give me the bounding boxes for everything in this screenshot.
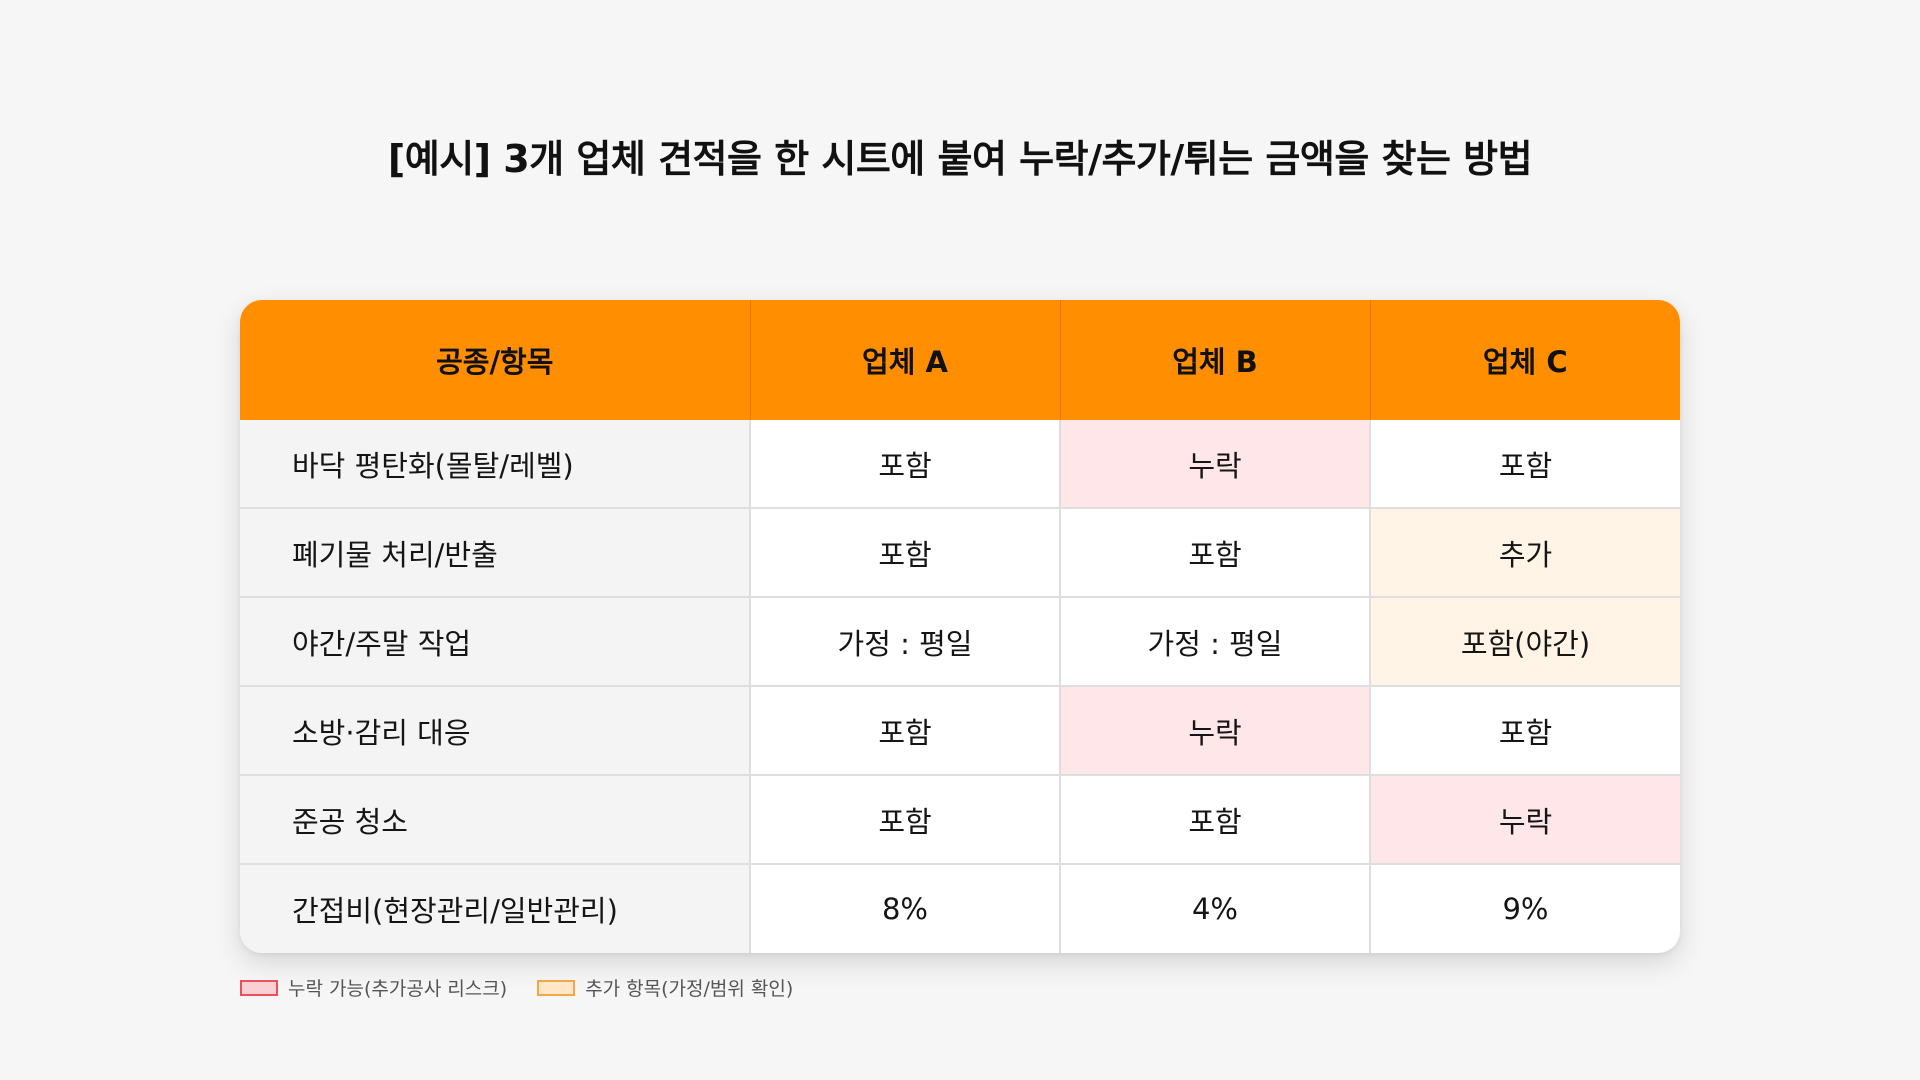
header-vendor-b: 업체 B [1059, 300, 1370, 420]
cell-vendor-a: 포함 [749, 685, 1060, 775]
cell-vendor-c: 추가 [1369, 507, 1680, 597]
legend-swatch-extra [537, 979, 576, 996]
cell-vendor-b: 누락 [1059, 420, 1370, 508]
legend-item-extra: 추가 항목(가정/범위 확인) [537, 974, 793, 1001]
cell-vendor-b: 포함 [1059, 774, 1370, 864]
row-item-label: 폐기물 처리/반출 [240, 507, 750, 597]
header-vendor-a: 업체 A [749, 300, 1060, 420]
comparison-table: 공종/항목 업체 A 업체 B 업체 C 바닥 평탄화(몰탈/레벨) 포함 누락… [240, 300, 1680, 953]
legend-swatch-missing [240, 979, 278, 996]
legend-label-extra: 추가 항목(가정/범위 확인) [585, 978, 794, 1000]
page-title: [예시] 3개 업체 견적을 한 시트에 붙여 누락/추가/튀는 금액을 찾는 … [387, 137, 1533, 181]
header-item: 공종/항목 [240, 300, 750, 420]
table-row: 야간/주말 작업 가정 : 평일 가정 : 평일 포함(야간) [240, 596, 1680, 686]
table-row: 소방·감리 대응 포함 누락 포함 [240, 685, 1680, 775]
cell-vendor-a: 가정 : 평일 [749, 596, 1060, 686]
table-header-row: 공종/항목 업체 A 업체 B 업체 C [240, 300, 1680, 420]
row-item-label: 야간/주말 작업 [240, 596, 750, 686]
cell-vendor-a: 포함 [749, 774, 1060, 864]
cell-vendor-b: 포함 [1059, 507, 1370, 597]
row-item-label: 소방·감리 대응 [240, 685, 750, 775]
row-item-label: 준공 청소 [240, 774, 750, 864]
row-item-label: 바닥 평탄화(몰탈/레벨) [240, 420, 750, 508]
table-row: 간접비(현장관리/일반관리) 8% 4% 9% [240, 863, 1680, 953]
cell-vendor-c: 누락 [1369, 774, 1680, 864]
cell-vendor-c: 9% [1369, 863, 1680, 953]
cell-vendor-a: 포함 [749, 507, 1060, 597]
table-row: 바닥 평탄화(몰탈/레벨) 포함 누락 포함 [240, 420, 1680, 508]
cell-vendor-b: 가정 : 평일 [1059, 596, 1370, 686]
cell-vendor-a: 포함 [749, 420, 1060, 508]
legend: 누락 가능(추가공사 리스크) 추가 항목(가정/범위 확인) [240, 974, 823, 1001]
row-item-label: 간접비(현장관리/일반관리) [240, 863, 750, 953]
legend-label-missing: 누락 가능(추가공사 리스크) [288, 978, 508, 1000]
table-row: 준공 청소 포함 포함 누락 [240, 774, 1680, 864]
cell-vendor-c: 포함 [1369, 685, 1680, 775]
cell-vendor-c: 포함(야간) [1369, 596, 1680, 686]
legend-item-missing: 누락 가능(추가공사 리스크) [240, 974, 507, 1001]
cell-vendor-b: 누락 [1059, 685, 1370, 775]
header-vendor-c: 업체 C [1369, 300, 1680, 420]
cell-vendor-a: 8% [749, 863, 1060, 953]
cell-vendor-c: 포함 [1369, 420, 1680, 508]
table-row: 폐기물 처리/반출 포함 포함 추가 [240, 507, 1680, 597]
cell-vendor-b: 4% [1059, 863, 1370, 953]
